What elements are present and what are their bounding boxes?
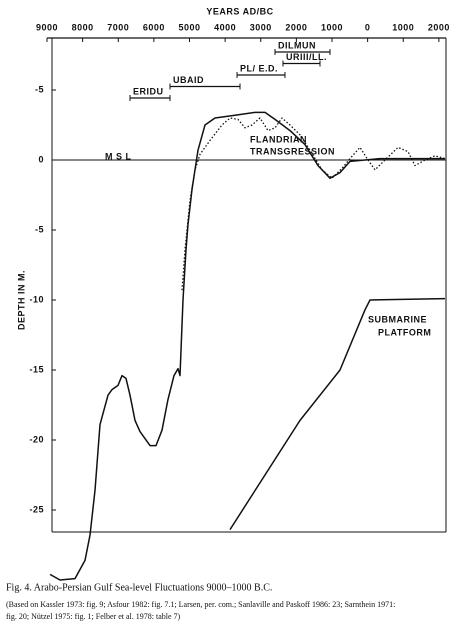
annotation: PLATFORM — [378, 327, 431, 337]
y-tick-label: -5 — [35, 84, 44, 94]
annotation: TRANSGRESSION — [250, 146, 335, 156]
x-tick-label: 2000 — [285, 22, 307, 32]
x-tick-label: 8000 — [72, 22, 94, 32]
series-line — [229, 297, 446, 531]
x-tick-label: 6000 — [143, 22, 165, 32]
series-line — [49, 111, 445, 581]
x-tick-label: 5000 — [178, 22, 200, 32]
x-tick-label: 3000 — [250, 22, 272, 32]
y-tick-label: -25 — [29, 504, 44, 514]
y-tick-label: -15 — [29, 364, 44, 374]
period-label: ERIDU — [133, 86, 164, 96]
x-tick-label: 2000 — [428, 22, 450, 32]
y-tick-label: -5 — [35, 224, 44, 234]
caption: fig. 20; Nützel 1975: fig. 1; Felber et … — [6, 612, 181, 621]
x-tick-label: 9000 — [36, 22, 58, 32]
x-tick-label: 1000 — [392, 22, 414, 32]
caption: Fig. 4. Arabo-Persian Gulf Sea-level Flu… — [6, 582, 272, 593]
period-label: PL/ E.D. — [240, 63, 278, 73]
series-line — [181, 117, 446, 291]
y-tick-label: 0 — [38, 154, 44, 164]
chart-title: YEARS AD/BC — [206, 6, 273, 16]
period-label: DILMUN — [278, 40, 316, 50]
caption: (Based on Kassler 1973: fig. 9; Asfour 1… — [6, 600, 395, 609]
annotation: FLANDRIAN — [250, 134, 307, 144]
y-axis-label: DEPTH IN M. — [16, 270, 26, 330]
x-tick-label: 4000 — [214, 22, 236, 32]
annotation: SUBMARINE — [368, 314, 427, 324]
period-label: URIII/LL. — [286, 52, 327, 62]
annotation: M S L — [105, 151, 132, 161]
period-label: UBAID — [173, 75, 204, 85]
x-tick-label: 0 — [365, 22, 371, 32]
y-tick-label: -20 — [29, 434, 44, 444]
x-tick-label: 7000 — [107, 22, 129, 32]
x-tick-label: 1000 — [321, 22, 343, 32]
y-tick-label: -10 — [29, 294, 44, 304]
